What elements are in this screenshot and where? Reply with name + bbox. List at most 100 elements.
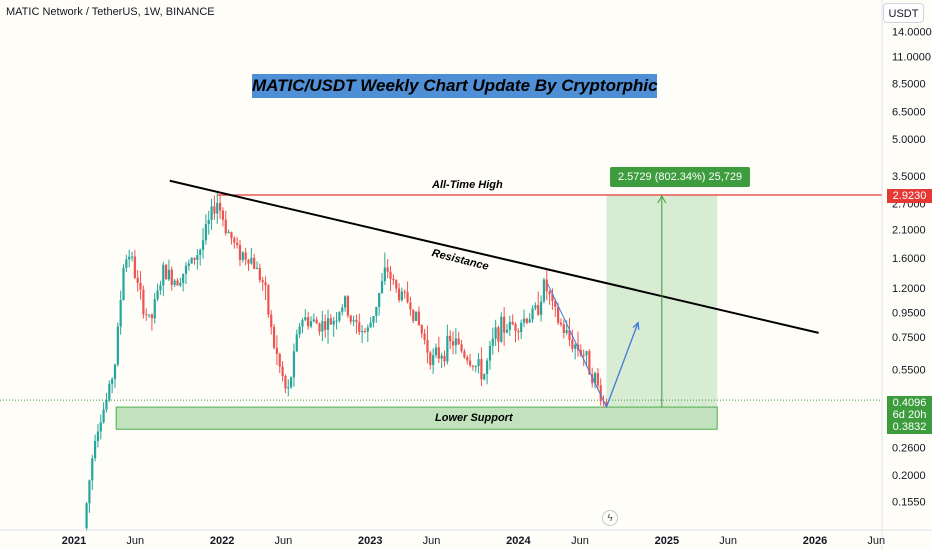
candle-body [434, 347, 438, 356]
candle-body [466, 357, 469, 361]
candle [568, 318, 571, 347]
candle [179, 277, 182, 287]
candle [528, 313, 531, 323]
candle-body [264, 282, 267, 286]
candle-body [522, 318, 526, 323]
candle-body [321, 321, 324, 332]
candle-body [329, 318, 332, 325]
candle-body [468, 360, 472, 366]
candle-body [165, 264, 168, 280]
candle [241, 251, 244, 263]
candle [397, 283, 401, 303]
candle-body [437, 347, 440, 359]
price-tick-label: 3.5000 [892, 171, 926, 183]
candle [199, 248, 202, 266]
candle [369, 317, 372, 328]
candle-body [284, 376, 287, 389]
candle [318, 322, 321, 336]
candle [122, 264, 125, 301]
candle-body [224, 219, 227, 234]
candle-body [199, 249, 202, 255]
candle [366, 324, 369, 342]
tradingview-lightning-icon[interactable]: ϟ [602, 510, 618, 526]
candle [517, 328, 520, 341]
candle [375, 306, 378, 323]
candle-body [250, 257, 253, 264]
candle-body [528, 319, 531, 323]
candle-body [295, 334, 298, 352]
currency-button[interactable]: USDT [883, 3, 924, 23]
candle [466, 355, 469, 365]
candle [417, 306, 421, 327]
price-tick-label: 5.0000 [892, 134, 926, 146]
candle-body [193, 257, 196, 260]
candle [108, 380, 111, 402]
candle [352, 315, 355, 327]
candle-body [247, 259, 250, 264]
candle-body [525, 318, 528, 323]
candle-body [176, 280, 179, 286]
candle-body [380, 281, 384, 293]
candle [358, 313, 361, 336]
candle [324, 314, 327, 338]
candle [531, 305, 534, 323]
candle [236, 237, 239, 249]
candle-body [221, 210, 225, 220]
candle [451, 331, 455, 355]
candle [596, 368, 599, 390]
candle-body [116, 326, 119, 365]
candle-body [213, 206, 216, 214]
candle-body [301, 320, 304, 327]
candle-body [514, 324, 517, 332]
candle [218, 192, 222, 219]
candle-body [454, 338, 457, 346]
support-price-tag: 0.3832 [887, 420, 932, 434]
candle [125, 254, 128, 273]
candle [400, 287, 403, 302]
candle [119, 290, 122, 335]
candle-body [446, 335, 449, 362]
candle [511, 314, 514, 326]
candle-body [480, 359, 483, 380]
candle-body [278, 353, 281, 367]
candle [545, 270, 548, 301]
candle [395, 279, 398, 293]
candle-body [190, 257, 193, 264]
candle [443, 350, 446, 367]
candle [142, 285, 145, 319]
price-axis: 14.0000 11.0000 8.5000 6.5000 5.0000 3.5000 2.… [881, 0, 932, 550]
candle-body [486, 360, 489, 375]
candle-body [539, 301, 543, 315]
candle-body [139, 282, 142, 290]
candle [548, 289, 551, 305]
price-tick-label: 0.7500 [892, 332, 926, 344]
candle-body [108, 383, 111, 401]
candle [267, 284, 270, 318]
candle-body [113, 364, 117, 380]
candle-body [94, 440, 97, 459]
candle-body [551, 294, 554, 302]
candle [571, 329, 574, 353]
candle-body [400, 291, 403, 301]
candle-body [557, 306, 560, 323]
candle [244, 247, 247, 266]
candle [159, 280, 162, 295]
candle [380, 272, 384, 294]
candle-body [346, 296, 350, 316]
candle-body [233, 238, 236, 243]
candle [250, 247, 253, 265]
candle [488, 340, 492, 370]
candle [468, 353, 472, 368]
candle-body [238, 244, 242, 260]
candle [176, 278, 179, 286]
candle-body [88, 480, 91, 504]
candle [386, 259, 389, 279]
candle-body [343, 296, 347, 308]
candle [383, 252, 386, 285]
candle-body [593, 373, 597, 384]
candle-body [585, 351, 588, 356]
candle-body [315, 319, 318, 324]
candle-body [270, 314, 273, 328]
candle [290, 376, 293, 389]
